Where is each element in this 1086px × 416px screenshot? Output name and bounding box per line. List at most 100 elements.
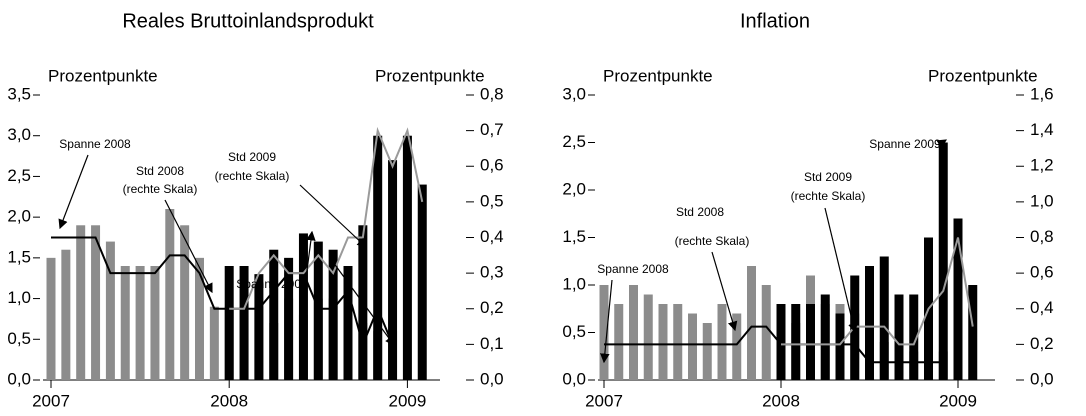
bar (658, 304, 668, 380)
arrow (824, 207, 858, 334)
bar (879, 256, 889, 380)
y2-tick-label: 0,0 (1030, 369, 1054, 388)
line (229, 126, 424, 310)
y-tick-label: 3,5 (7, 84, 31, 103)
x-tick-label: 2007 (585, 391, 623, 410)
bar (835, 313, 845, 380)
bar (76, 225, 86, 380)
y-tick-label: 2,0 (562, 179, 586, 198)
y-tick-label: 3,0 (7, 125, 31, 144)
y-tick-label: 1,0 (7, 288, 31, 307)
annotation: Std 2008 (136, 164, 184, 178)
annotation: Std 2009 (804, 170, 852, 184)
bar (120, 266, 130, 380)
bar (269, 249, 279, 380)
bar (284, 257, 294, 380)
x-tick-label: 2007 (32, 391, 70, 410)
y-tick-label: 1,5 (562, 227, 586, 246)
annotation: (rechte Skala) (215, 169, 290, 183)
line (51, 236, 394, 348)
bar (614, 304, 624, 380)
bar (673, 304, 683, 380)
bar (417, 184, 427, 380)
x-tick-label: 2009 (939, 391, 977, 410)
bar (165, 209, 175, 380)
bar (105, 241, 115, 380)
bar (820, 294, 830, 380)
x-tick-label: 2008 (762, 391, 800, 410)
annotation: Std 2008 (676, 205, 724, 219)
bar (938, 142, 948, 380)
bar (209, 306, 219, 380)
y2-tick-label: 0,8 (480, 84, 504, 103)
y2-tick-label: 0,2 (480, 298, 504, 317)
bar (599, 285, 609, 380)
y-tick-label: 2,5 (7, 166, 31, 185)
bar (702, 323, 712, 380)
y-tick-label: 0,5 (562, 322, 586, 341)
y2-tick-label: 0,4 (1030, 298, 1054, 317)
arrow (299, 184, 367, 248)
bar (313, 241, 323, 380)
y2-tick-label: 0,1 (480, 334, 504, 353)
arrow (58, 154, 89, 230)
bar (150, 266, 160, 380)
bar (195, 257, 204, 380)
bar (643, 294, 653, 380)
y2-tick-label: 0,5 (480, 191, 504, 210)
y2-tick-label: 0,3 (480, 263, 504, 282)
y2-tick-label: 1,2 (1030, 156, 1054, 175)
bar (629, 285, 638, 380)
y2-tick-label: 0,0 (480, 369, 504, 388)
y-tick-label: 0,0 (562, 369, 586, 388)
chart-title: Reales Bruttoinlandsprodukt (122, 10, 374, 32)
annotation: (rechte Skala) (123, 182, 198, 196)
bar (46, 257, 56, 380)
chart-title: Inflation (740, 10, 810, 32)
bar (135, 266, 145, 380)
y-tick-label: 2,0 (7, 207, 31, 226)
y2-tick-label: 1,0 (1030, 191, 1054, 210)
y-tick-label: 1,0 (562, 274, 586, 293)
bar (239, 266, 249, 380)
arrow (164, 199, 213, 294)
bar (373, 135, 383, 380)
y2-tick-label: 0,4 (480, 227, 504, 246)
bar (328, 249, 338, 380)
arrow (600, 279, 613, 364)
bar (865, 266, 874, 380)
bar (298, 233, 308, 380)
bar (717, 304, 727, 380)
arrow (305, 230, 316, 279)
bar (732, 313, 742, 380)
bar (402, 135, 412, 380)
bar (791, 304, 801, 380)
y-tick-label: 0,0 (7, 369, 31, 388)
y-tick-label: 2,5 (562, 132, 586, 151)
annotation: Spanne 2008 (597, 262, 669, 276)
annotation: Std 2009 (228, 150, 276, 164)
y2-axis-label: Prozentpunkte (375, 66, 485, 85)
x-tick-label: 2008 (210, 391, 248, 410)
bar (909, 294, 919, 380)
y-tick-label: 1,5 (7, 247, 31, 266)
bar (761, 285, 771, 380)
line (781, 237, 974, 346)
bar (343, 266, 353, 380)
bar (388, 160, 398, 380)
arrow (711, 251, 738, 332)
line (604, 325, 944, 364)
y2-tick-label: 0,6 (480, 156, 504, 175)
y2-tick-label: 0,8 (1030, 227, 1054, 246)
bar (953, 218, 963, 380)
bar (776, 304, 786, 380)
y-tick-label: 0,5 (7, 329, 31, 348)
bar (806, 304, 815, 380)
y2-tick-label: 0,7 (480, 120, 504, 139)
arrow (936, 139, 948, 149)
y-axis-label: Prozentpunkte (603, 66, 713, 85)
bar (747, 266, 756, 380)
annotation: (rechte Skala) (791, 189, 866, 203)
y-tick-label: 3,0 (562, 84, 586, 103)
